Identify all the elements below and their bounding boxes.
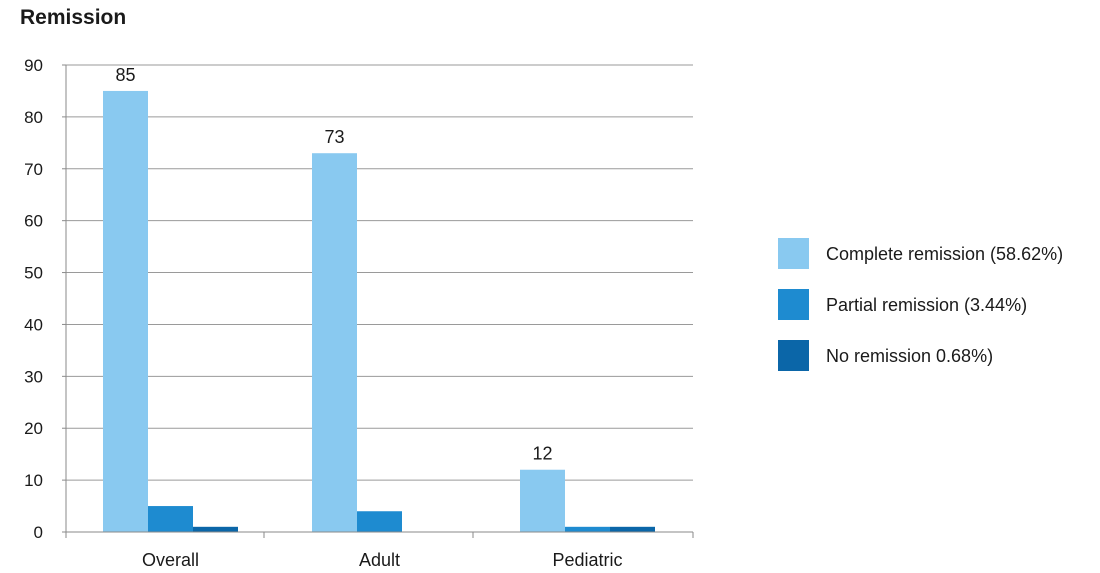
y-tick-label: 70: [24, 160, 43, 179]
x-category-label: Pediatric: [552, 550, 622, 570]
data-label: 73: [324, 127, 344, 147]
y-tick-label: 10: [24, 471, 43, 490]
bar-pediatric-series-1: [520, 469, 565, 532]
legend-swatch: [778, 340, 809, 371]
bar-pediatric-series-2: [565, 526, 610, 532]
bar-overall-series-1: [103, 90, 148, 532]
bar-adult-series-1: [312, 153, 357, 532]
y-tick-label: 20: [24, 419, 43, 438]
y-tick-label: 30: [24, 367, 43, 386]
x-category-label: Overall: [142, 550, 199, 570]
y-tick-label: 40: [24, 315, 43, 334]
legend-swatch: [778, 238, 809, 269]
y-tick-label: 60: [24, 212, 43, 231]
legend-label: No remission 0.68%): [826, 346, 993, 366]
y-tick-label: 0: [34, 523, 43, 542]
y-tick-label: 90: [24, 56, 43, 75]
data-label: 85: [115, 65, 135, 85]
legend-label: Partial remission (3.44%): [826, 295, 1027, 315]
chart-title: Remission: [20, 6, 127, 29]
bar-overall-series-2: [148, 506, 193, 532]
data-label: 12: [532, 444, 552, 464]
y-tick-label: 50: [24, 264, 43, 283]
bar-adult-series-2: [357, 511, 402, 532]
bar-overall-series-3: [193, 526, 238, 532]
legend-label: Complete remission (58.62%): [826, 244, 1063, 264]
y-tick-label: 80: [24, 108, 43, 127]
x-category-label: Adult: [359, 550, 400, 570]
bar-pediatric-series-3: [610, 526, 655, 532]
legend-swatch: [778, 289, 809, 320]
